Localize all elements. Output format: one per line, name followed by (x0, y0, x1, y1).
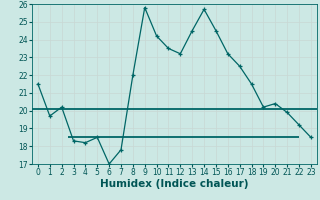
X-axis label: Humidex (Indice chaleur): Humidex (Indice chaleur) (100, 179, 249, 189)
